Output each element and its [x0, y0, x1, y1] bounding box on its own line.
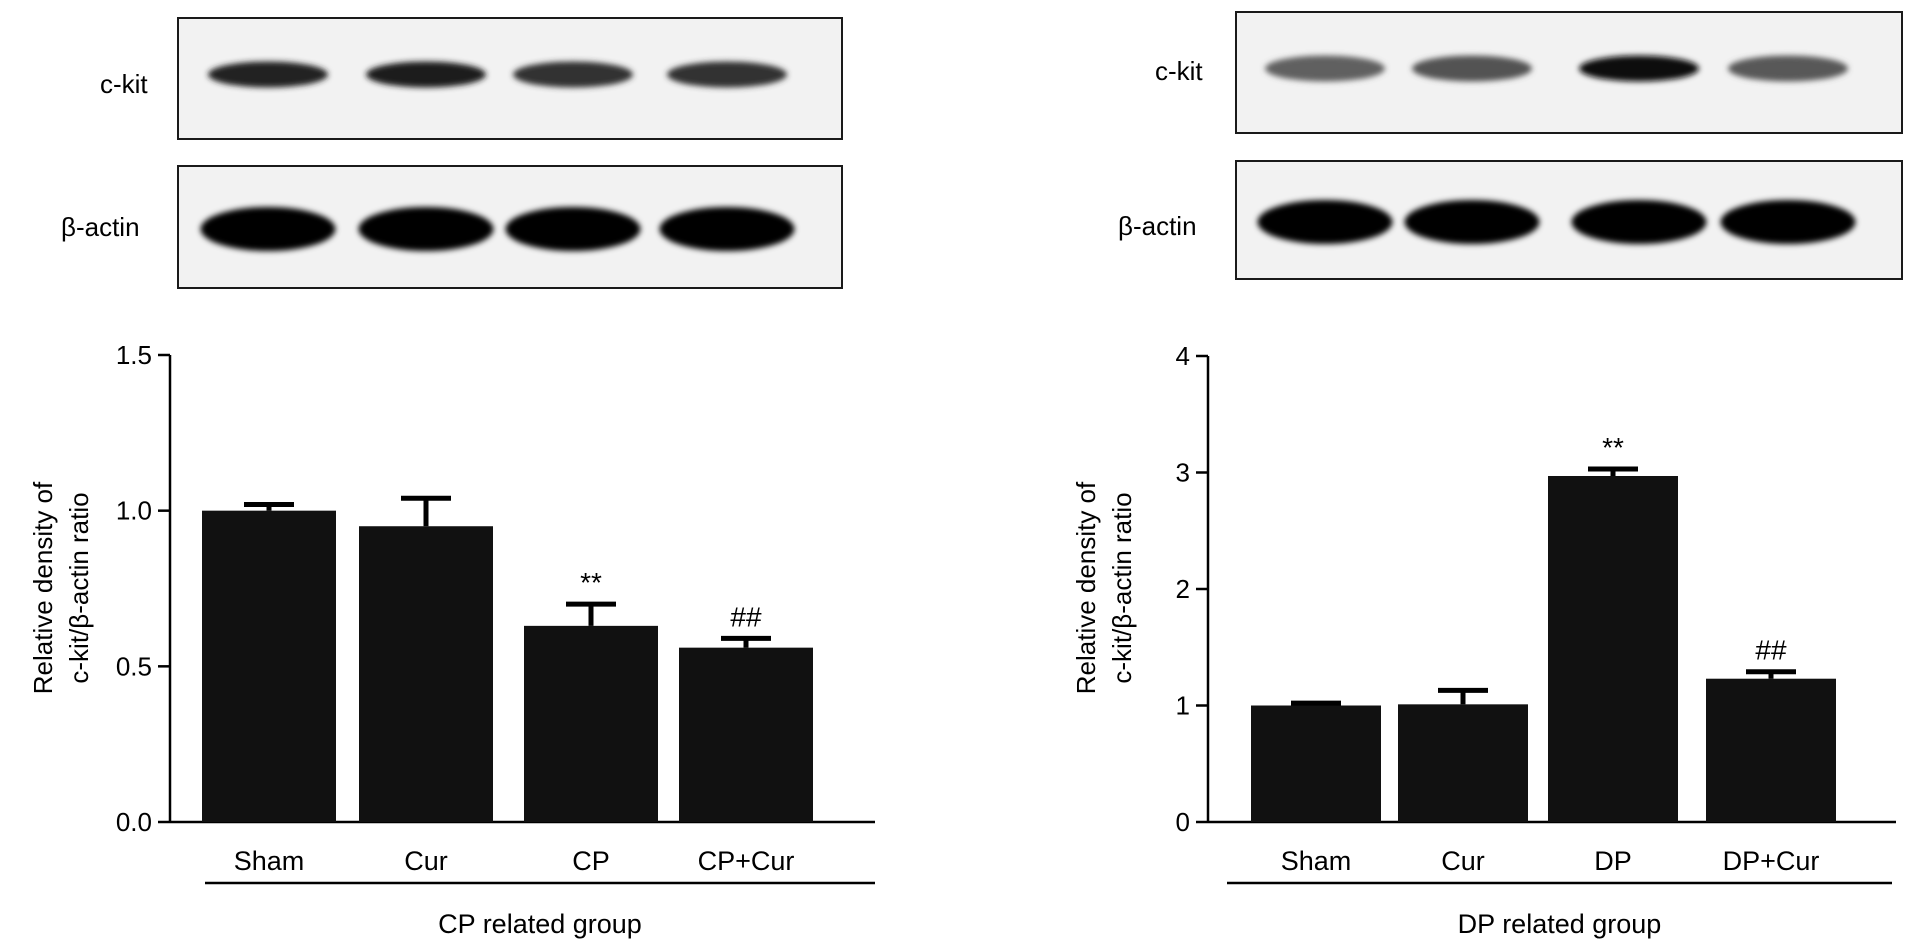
x-tick-label: DP — [1594, 846, 1632, 876]
blot-panel — [1235, 11, 1903, 134]
blot-band — [659, 207, 795, 251]
bar-chart: 0 1 2 3 4 Relative density of c-kit/β-actin ra… — [1071, 341, 1896, 939]
x-axis-label: CP related group — [438, 909, 642, 939]
blot-row-label: β-actin — [1118, 211, 1197, 241]
blot-band — [667, 61, 787, 88]
y-tick-label: 1 — [1176, 691, 1190, 721]
blot-band — [505, 207, 641, 251]
blot-band — [1404, 200, 1540, 244]
significance-mark: ## — [1755, 635, 1787, 666]
bar — [1548, 475, 1678, 822]
x-tick-label: CP — [572, 846, 610, 876]
y-tick-label: 0.0 — [116, 807, 152, 837]
y-tick-label: 1.0 — [116, 496, 152, 526]
bar — [202, 510, 336, 822]
blot-band — [1571, 200, 1707, 244]
blot-band — [513, 61, 633, 88]
x-tick-label: Cur — [1441, 846, 1485, 876]
blot-band — [1412, 55, 1532, 82]
blot-band — [208, 61, 328, 88]
significance-mark: ** — [580, 567, 602, 598]
blot-band — [1265, 55, 1385, 82]
y-tick-label: 3 — [1176, 458, 1190, 488]
blot-band — [200, 207, 336, 251]
y-axis-label: Relative density of — [1071, 481, 1101, 694]
bar — [679, 647, 813, 822]
bar — [359, 526, 493, 822]
y-axis-label: c-kit/β-actin ratio — [64, 492, 94, 683]
blot-band — [1720, 200, 1856, 244]
y-tick-label: 0 — [1176, 807, 1190, 837]
x-tick-label: CP+Cur — [698, 846, 795, 876]
blot-band — [1728, 55, 1848, 82]
bar-chart: 0.0 0.5 1.0 1.5 Relative density of c-kit/β-a… — [28, 340, 875, 939]
significance-mark: ** — [1602, 432, 1624, 463]
bar — [524, 625, 658, 822]
y-tick-label: 4 — [1176, 341, 1190, 371]
x-tick-label: Sham — [1281, 846, 1352, 876]
blot-row-label: β-actin — [61, 212, 140, 242]
blot-row-label: c-kit — [1155, 56, 1203, 86]
blot-panel — [1235, 160, 1903, 280]
blot-panel — [177, 165, 843, 289]
bar — [1398, 704, 1528, 822]
blot-band — [1257, 200, 1393, 244]
y-tick-label: 1.5 — [116, 340, 152, 370]
x-axis-label: DP related group — [1458, 909, 1662, 939]
x-tick-label: Cur — [404, 846, 448, 876]
x-tick-label: Sham — [234, 846, 305, 876]
bar — [1251, 705, 1381, 822]
y-axis-label: c-kit/β-actin ratio — [1107, 492, 1137, 683]
y-axis-label: Relative density of — [28, 481, 58, 694]
significance-mark: ## — [730, 601, 762, 632]
y-tick-label: 0.5 — [116, 651, 152, 681]
blot-band — [1579, 55, 1699, 82]
blot-row-label: c-kit — [100, 69, 148, 99]
blot-panel — [177, 17, 843, 140]
blot-band — [358, 207, 494, 251]
bar — [1706, 678, 1836, 822]
y-tick-label: 2 — [1176, 574, 1190, 604]
blot-band — [366, 61, 486, 88]
x-tick-label: DP+Cur — [1723, 846, 1820, 876]
